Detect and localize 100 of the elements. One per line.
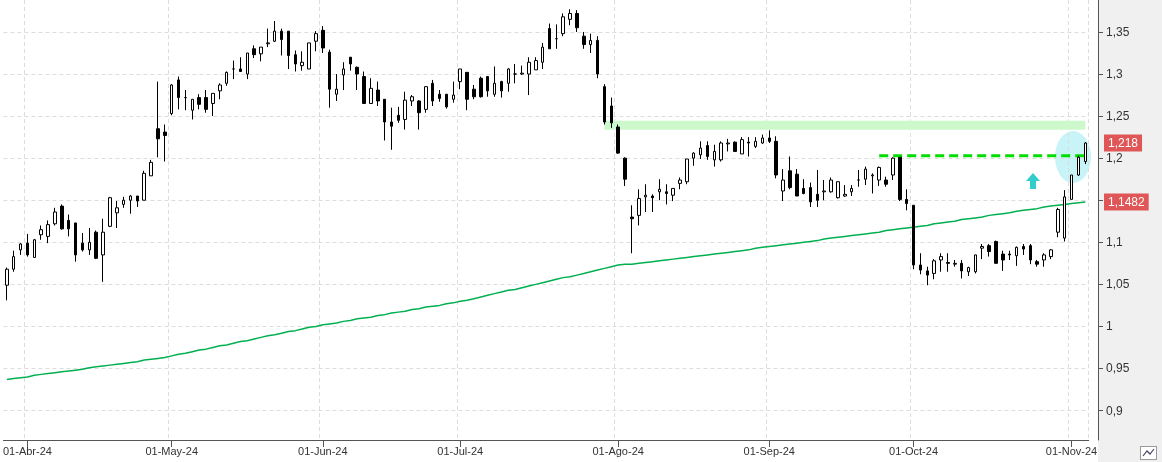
candlestick [747, 136, 750, 157]
text: 1,218 [1108, 136, 1139, 151]
candlestick [774, 135, 778, 179]
candlestick [726, 138, 730, 152]
candlestick [101, 218, 105, 283]
candlestick [46, 219, 50, 244]
candlestick [575, 9, 579, 33]
candlestick [74, 222, 77, 263]
candlestick [81, 232, 84, 253]
x-tick-label: 01-May-24 [145, 444, 198, 457]
candlestick [39, 224, 43, 241]
candlestick [589, 33, 592, 54]
candlestick [376, 81, 380, 107]
candlestick [507, 67, 510, 93]
candlestick [706, 140, 709, 161]
candlestick [390, 107, 393, 151]
candlestick [891, 156, 895, 181]
candlestick [67, 214, 70, 237]
candlestick [204, 89, 208, 114]
candlestick [829, 177, 833, 194]
candlestick [294, 49, 297, 73]
candlestick [163, 124, 167, 163]
candlestick [342, 61, 345, 91]
candlestick [850, 184, 853, 197]
candlestick [603, 83, 606, 126]
candlestick [568, 8, 572, 26]
candlestick [1001, 250, 1005, 272]
candlestick [864, 166, 867, 186]
candlestick [369, 77, 373, 104]
candlestick [1056, 207, 1060, 238]
candlestick [1084, 141, 1087, 165]
candlestick [527, 56, 531, 96]
candlestick [582, 31, 586, 50]
candlestick [555, 23, 558, 50]
candlestick [630, 204, 634, 254]
candlestick [259, 46, 263, 62]
candlestick [733, 140, 737, 152]
candlestick [980, 243, 984, 260]
candlestick [417, 99, 421, 131]
candlestick [424, 86, 428, 114]
candlestick [122, 196, 125, 209]
candlestick [671, 187, 675, 202]
candlestick [349, 56, 352, 72]
candlestick [905, 188, 908, 211]
candlestick [987, 243, 991, 258]
candlestick [156, 81, 160, 158]
candlestick [197, 93, 201, 110]
candlestick [974, 254, 977, 274]
candlestick [321, 25, 325, 54]
candlestick [403, 91, 407, 131]
candlestick [932, 258, 936, 280]
x-tick-label: 01-Sep-24 [743, 444, 795, 457]
candlestick [410, 94, 414, 107]
candlestick [1015, 246, 1018, 267]
candlestick [232, 60, 235, 80]
candlestick [1035, 259, 1039, 268]
line-series [6, 201, 1087, 381]
candlestick [287, 30, 290, 70]
candlestick [637, 188, 641, 226]
candlestick [362, 71, 366, 104]
candlestick [60, 203, 64, 231]
candlestick [754, 136, 757, 149]
y-tick-label: 1,05 [1106, 277, 1130, 292]
candlestick [88, 227, 91, 256]
candlestick [266, 28, 270, 48]
candlestick [561, 12, 565, 37]
candlestick [94, 230, 98, 260]
y-tick-label: 1,25 [1106, 109, 1130, 124]
candlestick [246, 52, 249, 80]
x-tick-label: 01-Ago-24 [592, 444, 644, 457]
candlestick [843, 184, 847, 198]
candlestick [397, 106, 400, 124]
candlestick [658, 178, 661, 201]
candlestick [939, 252, 943, 273]
candlestick [513, 63, 517, 84]
candlestick [5, 267, 9, 301]
candlestick [300, 50, 304, 72]
candlestick [884, 176, 888, 188]
candlestick [493, 65, 496, 98]
y-tick-label: 1,2 [1106, 151, 1124, 166]
candlestick [616, 124, 620, 155]
candlestick [967, 266, 970, 277]
candlestick [108, 196, 112, 228]
candlestick [623, 156, 627, 187]
candlestick [795, 168, 799, 197]
candlestick [781, 168, 785, 202]
candlestick [170, 83, 173, 116]
candlestick [596, 35, 599, 79]
candlestick [1070, 174, 1073, 200]
candlestick [355, 65, 359, 91]
candlestick [211, 92, 215, 117]
candlestick [822, 179, 826, 201]
candlestick [994, 240, 998, 264]
candlestick [1042, 252, 1046, 268]
y-tick-label: 1,1 [1106, 235, 1124, 250]
text: 1,1482 [1108, 194, 1146, 209]
candlestick [177, 76, 180, 110]
candlestick [871, 172, 874, 194]
candlestick [136, 195, 139, 208]
candlestick [802, 178, 805, 195]
